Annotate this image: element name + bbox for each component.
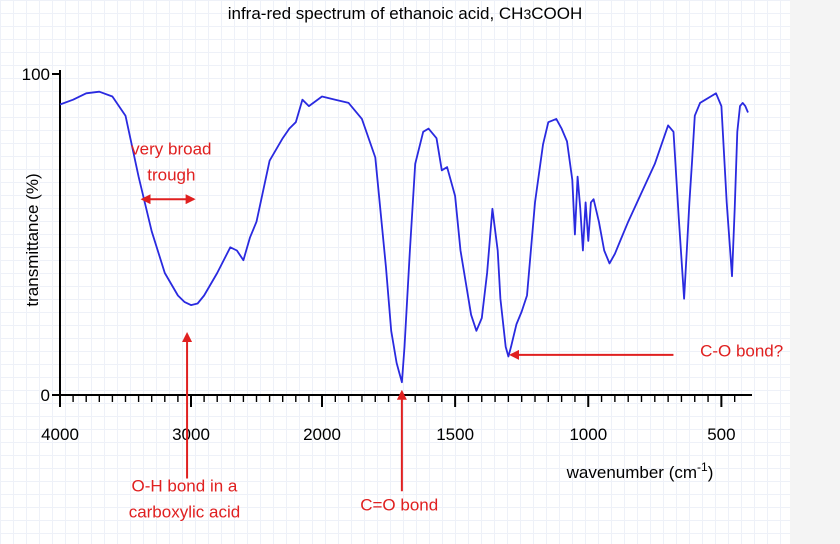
x-tick-label-3000: 3000 xyxy=(172,425,210,444)
series-group xyxy=(59,90,749,384)
annotations-group: very broad trough O-H bond in a carboxylic … xyxy=(129,139,784,521)
grid-background xyxy=(0,0,790,544)
right-margin-strip xyxy=(790,0,840,544)
chart-title-subscript: 3 xyxy=(523,6,531,22)
x-tick-label-4000: 4000 xyxy=(41,425,79,444)
x-tick-label-1500: 1500 xyxy=(436,425,474,444)
x-tick-label-500: 500 xyxy=(707,425,735,444)
x-axis-label-main: wavenumber (cm xyxy=(566,463,697,482)
annotation-broad-line-1: trough xyxy=(147,165,195,184)
arrows-group xyxy=(140,194,674,492)
annotation-co_single-line-0: C-O bond? xyxy=(700,341,783,360)
annotation-broad-line-0: very broad xyxy=(131,139,211,158)
annotation-co_double-line-0: C=O bond xyxy=(360,496,438,515)
annotation-oh-line-0: O-H bond in a xyxy=(132,476,238,495)
y-axis-label: transmittance (%) xyxy=(23,173,42,306)
chart-title: infra-red spectrum of ethanoic acid, CH3… xyxy=(228,4,583,23)
axes-group xyxy=(59,70,752,396)
y-tick-label-100: 100 xyxy=(22,65,50,84)
x-axis-label: wavenumber (cm-1) xyxy=(566,460,714,482)
annotation-oh-line-1: carboxylic acid xyxy=(129,502,241,521)
x-axis-label-tail: ) xyxy=(708,463,714,482)
spectrum-line-0 xyxy=(59,90,749,384)
chart-title-main: infra-red spectrum of ethanoic acid, CH xyxy=(228,4,524,23)
chart-title-tail: COOH xyxy=(531,4,582,23)
y-tick-label-0: 0 xyxy=(41,386,50,405)
ticks-group: 0 100 4000 3000 2000 1500 1000 500 xyxy=(22,65,736,444)
x-tick-label-1000: 1000 xyxy=(569,425,607,444)
x-tick-label-2000: 2000 xyxy=(303,425,341,444)
x-axis-label-superscript: -1 xyxy=(697,460,708,474)
